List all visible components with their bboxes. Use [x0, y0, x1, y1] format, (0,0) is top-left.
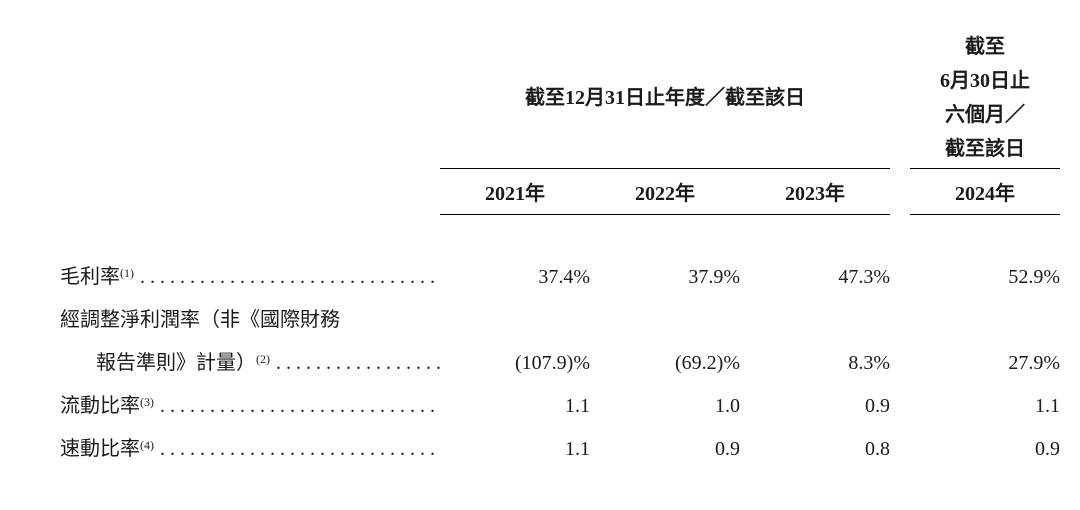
row-label: 速動比率(4) [60, 425, 440, 468]
financial-ratios-table: 截至12月31日止年度／截至該日 截至 6月30日止 六個月／ 截至該日 202… [60, 30, 1060, 468]
spacer [60, 215, 1060, 253]
table-row: 流動比率(3) 1.1 1.0 0.9 1.1 [60, 382, 1060, 425]
table-row: 經調整淨利潤率（非《國際財務 [60, 296, 1060, 339]
table-row: 報告準則》計量）(2) (107.9)% (69.2)% 8.3% 27.9% [60, 339, 1060, 382]
cell-value: 47.3% [740, 253, 890, 296]
row-label-text: 速動比率 [60, 438, 140, 460]
header-group-2: 截至 6月30日止 六個月／ 截至該日 [910, 30, 1060, 169]
cell-value: 52.9% [910, 253, 1060, 296]
header-year-1: 2021年 [440, 169, 590, 215]
header-year-row: 2021年 2022年 2023年 2024年 [60, 169, 1060, 215]
row-label-text: 報告準則》計量） [96, 352, 256, 374]
row-label-sup: (2) [256, 352, 270, 366]
header-group-2-line4: 截至該日 [945, 138, 1025, 160]
cell-value: 1.1 [440, 425, 590, 468]
cell-value: 1.1 [910, 382, 1060, 425]
cell-value: 1.0 [590, 382, 740, 425]
table-row: 速動比率(4) 1.1 0.9 0.8 0.9 [60, 425, 1060, 468]
header-group-1: 截至12月31日止年度／截至該日 [440, 30, 890, 169]
row-label-text: 毛利率 [60, 266, 120, 288]
cell-value: 0.9 [910, 425, 1060, 468]
cell-value: 0.8 [740, 425, 890, 468]
row-label-sup: (3) [140, 395, 154, 409]
cell-value: 37.9% [590, 253, 740, 296]
header-group-2-line1: 截至 [965, 36, 1005, 58]
row-label-line2: 報告準則》計量）(2) [60, 339, 440, 382]
cell-value: 1.1 [440, 382, 590, 425]
header-group-2-line2: 6月30日止 [940, 70, 1030, 92]
cell-value: 0.9 [740, 382, 890, 425]
cell-value: (69.2)% [590, 339, 740, 382]
row-label-sup: (4) [140, 438, 154, 452]
cell-value: 8.3% [740, 339, 890, 382]
row-label: 流動比率(3) [60, 382, 440, 425]
row-label-text: 流動比率 [60, 395, 140, 417]
header-group-row: 截至12月31日止年度／截至該日 截至 6月30日止 六個月／ 截至該日 [60, 30, 1060, 169]
cell-value: 0.9 [590, 425, 740, 468]
row-label-line1: 經調整淨利潤率（非《國際財務 [60, 296, 440, 339]
cell-value: 37.4% [440, 253, 590, 296]
header-year-4: 2024年 [910, 169, 1060, 215]
header-year-3: 2023年 [740, 169, 890, 215]
row-label-text: 經調整淨利潤率（非《國際財務 [60, 309, 340, 331]
header-year-2: 2022年 [590, 169, 740, 215]
cell-value: (107.9)% [440, 339, 590, 382]
header-group-2-line3: 六個月／ [945, 104, 1025, 126]
row-label-sup: (1) [120, 266, 134, 280]
cell-value: 27.9% [910, 339, 1060, 382]
row-label: 毛利率(1) [60, 253, 440, 296]
table-row: 毛利率(1) 37.4% 37.9% 47.3% 52.9% [60, 253, 1060, 296]
